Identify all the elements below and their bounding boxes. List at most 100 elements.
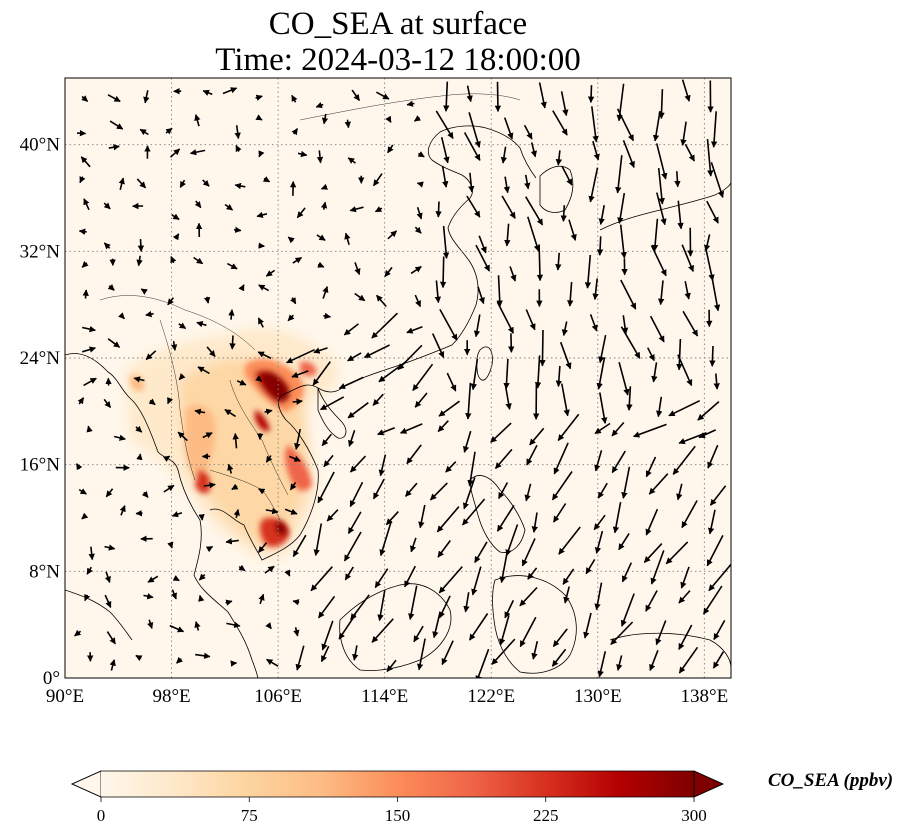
map-subtitle-time: Time: 2024-03-12 18:00:00 xyxy=(215,42,581,78)
wind-vector xyxy=(680,121,687,146)
wind-vector xyxy=(257,542,268,553)
wind-vector xyxy=(490,422,512,443)
wind-vector xyxy=(147,575,159,583)
wind-vector xyxy=(262,176,271,183)
wind-vector xyxy=(587,85,595,104)
wind-vector xyxy=(599,392,608,424)
wind-vector xyxy=(194,200,202,209)
wind-vector xyxy=(236,379,247,386)
colorbar-extend-max xyxy=(693,770,724,798)
wind-vector xyxy=(589,314,598,332)
wind-vector xyxy=(317,261,325,268)
wind-vector xyxy=(148,398,156,406)
wind-vector xyxy=(562,568,575,585)
wind-vector xyxy=(143,593,154,600)
wind-vector xyxy=(710,111,718,148)
wind-vector xyxy=(320,201,328,210)
wind-vector xyxy=(104,544,116,551)
wind-vector xyxy=(567,282,574,307)
wind-vector xyxy=(227,463,234,474)
wind-vector xyxy=(708,563,731,592)
wind-vector xyxy=(312,361,331,386)
wind-vector xyxy=(177,431,188,442)
wind-vector xyxy=(713,620,726,641)
wind-vector xyxy=(680,566,690,589)
wind-vector xyxy=(584,254,592,289)
wind-vector xyxy=(258,242,265,249)
wind-vector xyxy=(387,230,398,240)
map-frame xyxy=(64,77,732,679)
wind-vector xyxy=(256,211,268,218)
wind-vector xyxy=(179,179,186,188)
wind-vector xyxy=(167,397,174,405)
wind-vector xyxy=(410,537,417,553)
wind-vector xyxy=(445,461,457,473)
wind-vector xyxy=(497,482,509,500)
wind-vector xyxy=(289,455,301,462)
wind-vector xyxy=(551,648,567,667)
wind-vector xyxy=(258,284,270,292)
wind-vector xyxy=(167,297,175,306)
wind-vector xyxy=(228,309,235,320)
wind-vector xyxy=(404,482,418,497)
wind-vector xyxy=(521,538,536,567)
wind-vector xyxy=(446,372,457,392)
wind-vector xyxy=(292,256,303,264)
wind-vector xyxy=(552,110,568,136)
wind-vector xyxy=(611,450,626,474)
wind-vector xyxy=(255,114,263,121)
wind-vector xyxy=(376,91,390,100)
wind-vector xyxy=(621,466,631,499)
wind-vector xyxy=(563,586,570,604)
wind-vector xyxy=(400,423,423,434)
wind-vector xyxy=(523,124,533,140)
wind-vector xyxy=(86,566,93,575)
wind-vector xyxy=(674,171,681,188)
wind-vector xyxy=(465,382,472,420)
wind-vector xyxy=(441,640,454,666)
wind-vector xyxy=(418,504,426,529)
wind-vector xyxy=(140,288,148,295)
lon-tick-label: 130°E xyxy=(574,686,622,707)
wind-vector xyxy=(83,198,90,211)
wind-vector xyxy=(651,218,659,252)
wind-vector xyxy=(462,477,476,510)
colorbar: 0 75 150 225 300 xyxy=(71,770,724,825)
wind-vector xyxy=(205,545,214,553)
wind-vector xyxy=(118,177,125,190)
wind-vector xyxy=(371,618,394,643)
wind-vector xyxy=(526,444,538,466)
wind-vector xyxy=(478,235,487,254)
wind-vector xyxy=(107,94,121,103)
wind-vector xyxy=(229,335,236,350)
wind-vector xyxy=(677,200,684,230)
wind-vector xyxy=(560,91,569,117)
wind-vector xyxy=(568,219,577,241)
wind-vector xyxy=(684,281,691,300)
wind-vector xyxy=(265,507,279,515)
wind-vector xyxy=(416,638,426,671)
wind-vector xyxy=(676,483,683,501)
wind-vector xyxy=(225,538,239,545)
wind-vector xyxy=(652,110,661,142)
wind-vector xyxy=(323,312,332,320)
wind-vector xyxy=(198,513,205,521)
wind-vector xyxy=(136,453,143,461)
wind-vector xyxy=(645,456,657,478)
wind-vector xyxy=(291,128,299,136)
wind-vector xyxy=(294,428,301,450)
wind-vector xyxy=(169,624,185,633)
wind-vector xyxy=(646,347,655,362)
colorbar-tick-label: 150 xyxy=(385,806,411,825)
wind-vector xyxy=(648,473,669,495)
wind-vector xyxy=(198,573,206,581)
wind-vector xyxy=(594,582,603,611)
wind-vector xyxy=(592,278,599,301)
wind-vector xyxy=(293,627,300,637)
wind-vector xyxy=(171,511,183,518)
wind-vector xyxy=(227,262,238,270)
wind-vector xyxy=(596,357,606,390)
wind-vector xyxy=(649,650,659,671)
wind-vector xyxy=(709,345,716,367)
wind-vector xyxy=(233,508,240,518)
